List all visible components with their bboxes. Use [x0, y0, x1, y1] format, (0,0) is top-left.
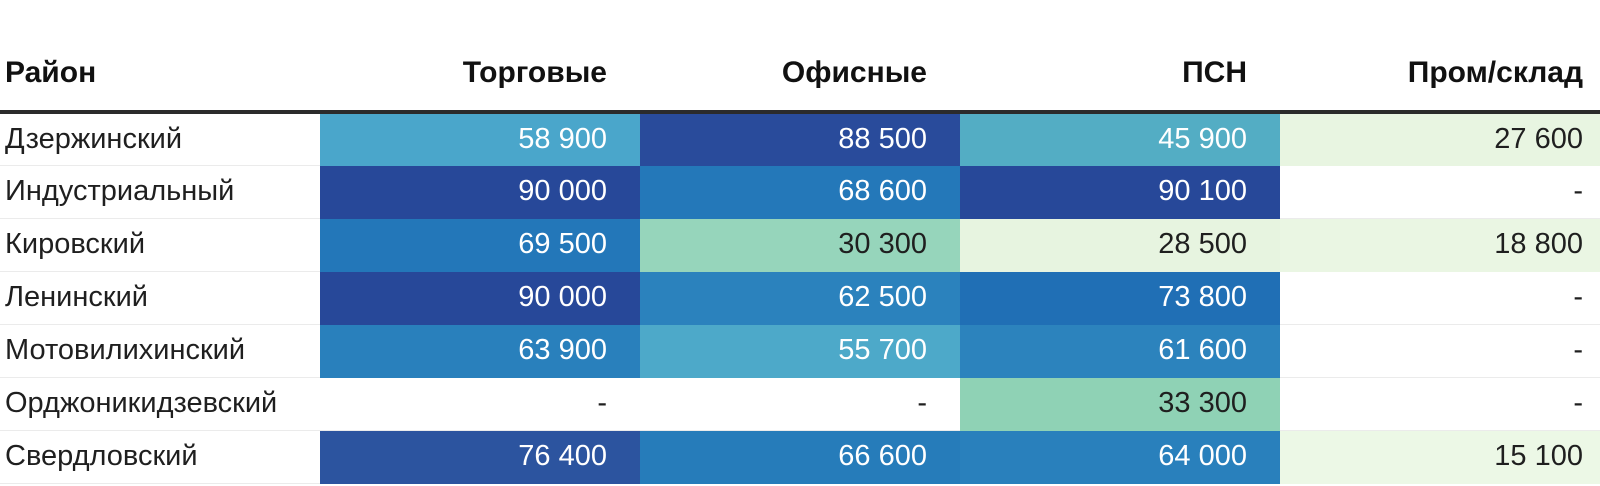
- value-cell: 18 800: [1280, 218, 1600, 272]
- district-name: Ленинский: [0, 271, 320, 325]
- value-cell: 28 500: [960, 218, 1280, 272]
- value-cell: 88 500: [640, 112, 960, 166]
- value-cell: 68 600: [640, 165, 960, 219]
- table-row: Свердловский 76 400 66 600 64 000 15 100: [0, 430, 1600, 484]
- value-cell: -: [1280, 377, 1600, 431]
- table-row: Кировский 69 500 30 300 28 500 18 800: [0, 218, 1600, 272]
- value-cell: 73 800: [960, 271, 1280, 325]
- column-header-retail: Торговые: [320, 0, 640, 114]
- value-cell: 63 900: [320, 324, 640, 378]
- value-cell: -: [1280, 165, 1600, 219]
- column-header-office: Офисные: [640, 0, 960, 114]
- district-name: Кировский: [0, 218, 320, 272]
- value-cell: 64 000: [960, 430, 1280, 484]
- value-cell: 90 000: [320, 271, 640, 325]
- column-header-psn: ПСН: [960, 0, 1280, 114]
- value-cell: 15 100: [1280, 430, 1600, 484]
- value-cell: 62 500: [640, 271, 960, 325]
- district-name: Орджоникидзевский: [0, 377, 320, 431]
- value-cell: -: [1280, 271, 1600, 325]
- value-cell: 55 700: [640, 324, 960, 378]
- table-row: Орджоникидзевский - - 33 300 -: [0, 377, 1600, 431]
- value-cell: -: [640, 377, 960, 431]
- district-name: Мотовилихинский: [0, 324, 320, 378]
- value-cell: 61 600: [960, 324, 1280, 378]
- district-name: Дзержинский: [0, 112, 320, 166]
- district-name: Индустриальный: [0, 165, 320, 219]
- value-cell: 27 600: [1280, 112, 1600, 166]
- table-row: Дзержинский 58 900 88 500 45 900 27 600: [0, 112, 1600, 166]
- header-row: Район Торговые Офисные ПСН Пром/склад: [0, 0, 1600, 114]
- table-row: Мотовилихинский 63 900 55 700 61 600 -: [0, 324, 1600, 378]
- value-cell: 30 300: [640, 218, 960, 272]
- column-header-district: Район: [0, 0, 320, 114]
- value-cell: 33 300: [960, 377, 1280, 431]
- table-body: Дзержинский 58 900 88 500 45 900 27 600 …: [0, 112, 1600, 484]
- table-row: Ленинский 90 000 62 500 73 800 -: [0, 271, 1600, 325]
- value-cell: 45 900: [960, 112, 1280, 166]
- value-cell: 90 100: [960, 165, 1280, 219]
- district-name: Свердловский: [0, 430, 320, 484]
- value-cell: 76 400: [320, 430, 640, 484]
- value-cell: -: [320, 377, 640, 431]
- column-header-industrial: Пром/склад: [1280, 0, 1600, 114]
- table-row: Индустриальный 90 000 68 600 90 100 -: [0, 165, 1600, 219]
- value-cell: 69 500: [320, 218, 640, 272]
- value-cell: -: [1280, 324, 1600, 378]
- value-cell: 66 600: [640, 430, 960, 484]
- value-cell: 90 000: [320, 165, 640, 219]
- value-cell: 58 900: [320, 112, 640, 166]
- table-header: Район Торговые Офисные ПСН Пром/склад: [0, 0, 1600, 114]
